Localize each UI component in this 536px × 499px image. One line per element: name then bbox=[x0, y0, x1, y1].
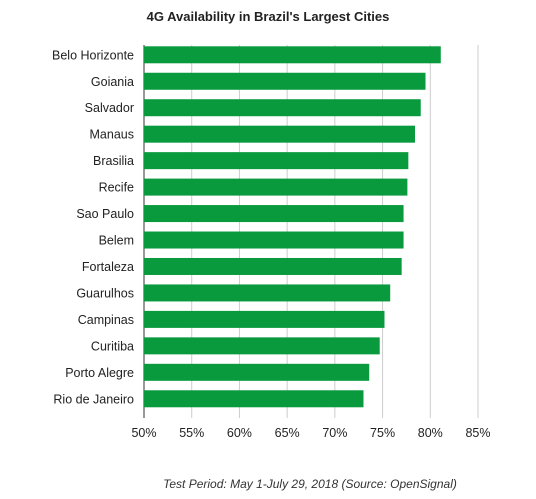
bar bbox=[144, 284, 391, 302]
category-labels: Belo Horizonte Goiania Salvador Manaus Brasi… bbox=[52, 48, 134, 406]
bar bbox=[144, 178, 408, 196]
category-label: Fortaleza bbox=[82, 260, 134, 274]
x-tick-label: 70% bbox=[322, 426, 347, 440]
category-label: Curitiba bbox=[91, 339, 134, 353]
bar bbox=[144, 72, 426, 90]
category-label: Belo Horizonte bbox=[52, 48, 134, 62]
bar bbox=[144, 363, 370, 381]
bar bbox=[144, 257, 402, 275]
x-tick-label: 50% bbox=[131, 426, 156, 440]
x-tick-labels: 50% 55% 60% 65% 70% 75% 80% 85% bbox=[131, 426, 490, 440]
bar bbox=[144, 310, 385, 328]
category-label: Salvador bbox=[85, 101, 134, 115]
category-label: Manaus bbox=[90, 128, 134, 142]
bar bbox=[144, 337, 380, 355]
x-tick-label: 65% bbox=[275, 426, 300, 440]
x-tick-label: 55% bbox=[179, 426, 204, 440]
bar bbox=[144, 205, 404, 223]
bar bbox=[144, 231, 404, 249]
x-tick-label: 60% bbox=[227, 426, 252, 440]
chart-footnote: Test Period: May 1-July 29, 2018 (Source… bbox=[163, 477, 457, 491]
category-label: Campinas bbox=[78, 313, 134, 327]
bar-chart: Belo Horizonte Goiania Salvador Manaus Brasi… bbox=[52, 45, 491, 440]
x-tick-label: 85% bbox=[465, 426, 490, 440]
bar bbox=[144, 99, 421, 117]
bar bbox=[144, 125, 416, 143]
bar bbox=[144, 152, 409, 170]
x-tick-label: 75% bbox=[370, 426, 395, 440]
category-label: Goiania bbox=[91, 75, 134, 89]
category-label: Recife bbox=[99, 181, 134, 195]
x-tick-label: 80% bbox=[418, 426, 443, 440]
chart-title: 4G Availability in Brazil's Largest Citi… bbox=[146, 9, 390, 24]
bar bbox=[144, 390, 364, 408]
category-label: Sao Paulo bbox=[76, 207, 134, 221]
bar bbox=[144, 46, 441, 64]
category-label: Brasilia bbox=[93, 154, 134, 168]
gridlines bbox=[143, 45, 479, 418]
category-label: Porto Alegre bbox=[65, 366, 134, 380]
bars bbox=[144, 46, 441, 408]
category-label: Belem bbox=[99, 234, 134, 248]
category-label: Rio de Janeiro bbox=[53, 392, 134, 406]
category-label: Guarulhos bbox=[76, 286, 134, 300]
